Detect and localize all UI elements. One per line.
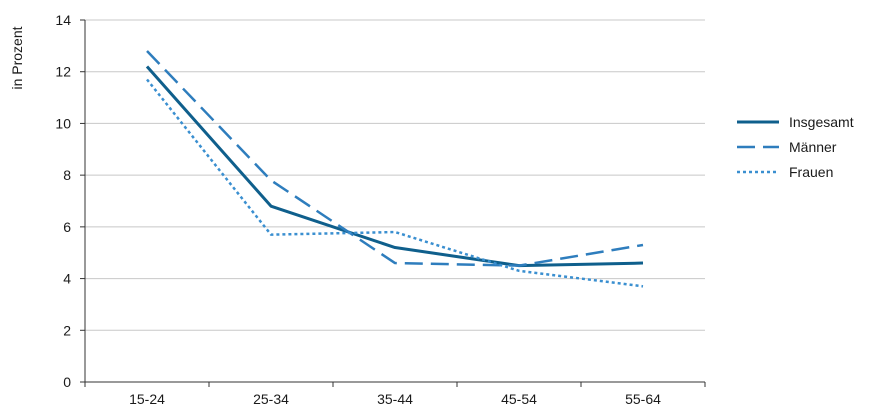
axes: 0 2 4 6 8 10 12 14 15-24 25-34 35-44 45-54 55-64 — [55, 12, 706, 407]
legend-label: Frauen — [789, 164, 833, 180]
legend: Insgesamt Männer Frauen — [737, 114, 854, 180]
y-tick-label: 8 — [63, 167, 71, 183]
legend-label: Insgesamt — [789, 114, 854, 130]
y-axis-title: in Prozent — [9, 26, 25, 89]
y-tick-label: 4 — [63, 271, 71, 287]
y-tick-label: 12 — [55, 64, 71, 80]
x-tick-label: 15-24 — [129, 391, 165, 407]
legend-label: Männer — [789, 139, 837, 155]
series-line-insgesamt — [145, 65, 644, 268]
x-tick-label: 25-34 — [253, 391, 289, 407]
series-line-männer — [146, 50, 644, 267]
series-line-frauen — [146, 78, 644, 288]
x-tick-label: 35-44 — [377, 391, 413, 407]
gridlines — [85, 19, 705, 331]
y-tick-label: 2 — [63, 322, 71, 338]
y-tick-label: 14 — [55, 12, 71, 28]
x-tick-label: 45-54 — [501, 391, 537, 407]
y-tick-label: 10 — [55, 115, 71, 131]
x-tick-label: 55-64 — [625, 391, 661, 407]
y-tick-label: 6 — [63, 219, 71, 235]
series-lines — [145, 50, 644, 288]
y-tick-label: 0 — [63, 374, 71, 390]
